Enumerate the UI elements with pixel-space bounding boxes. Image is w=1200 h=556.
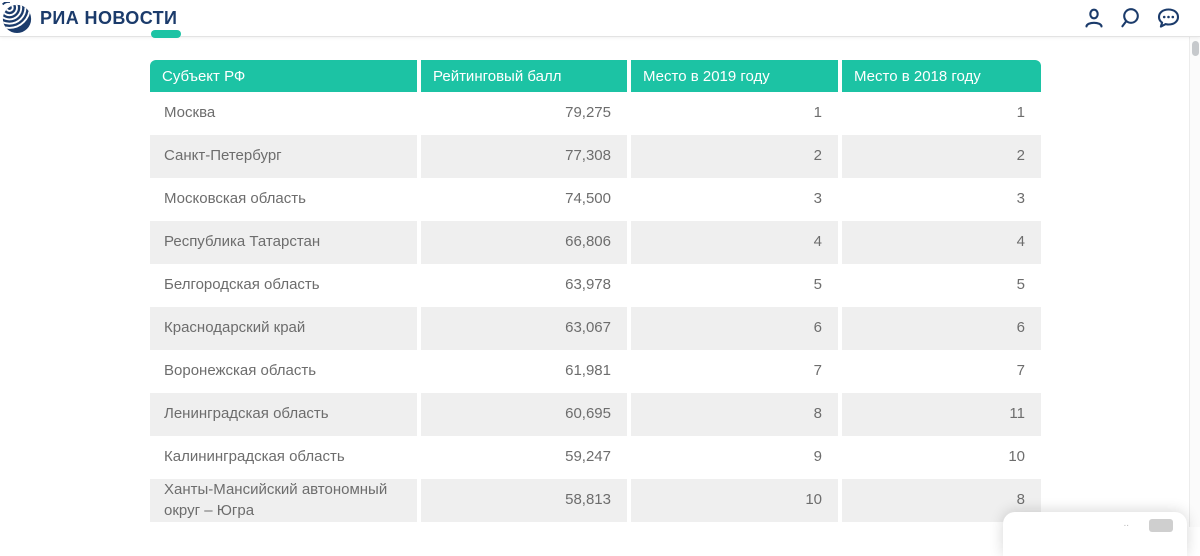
- cell-place-2018: 3: [842, 178, 1041, 221]
- column-header-region: Субъект РФ: [150, 60, 417, 92]
- cell-place-2019: 1: [631, 92, 838, 135]
- cell-region: Воронежская область: [150, 350, 417, 393]
- cell-place-2019: 5: [631, 264, 838, 307]
- comments-icon[interactable]: [1156, 6, 1181, 30]
- cell-place-2018: 5: [842, 264, 1041, 307]
- cell-region: Москва: [150, 92, 417, 135]
- cell-score: 74,500: [421, 178, 627, 221]
- brand-name: РИА НОВОСТИ: [40, 7, 178, 28]
- cell-region: Белгородская область: [150, 264, 417, 307]
- table-row: Воронежская область 61,981 7 7: [150, 350, 1041, 393]
- cell-place-2019: 6: [631, 307, 838, 350]
- table-row: Москва 79,275 1 1: [150, 92, 1041, 135]
- table-row: Республика Татарстан 66,806 4 4: [150, 221, 1041, 264]
- table-row: Краснодарский край 63,067 6 6: [150, 307, 1041, 350]
- cell-region: Санкт-Петербург: [150, 135, 417, 178]
- page-scrollbar[interactable]: [1189, 37, 1200, 527]
- table-row: Калининградская область 59,247 9 10: [150, 436, 1041, 479]
- cell-place-2019: 9: [631, 436, 838, 479]
- cell-place-2019: 10: [631, 479, 838, 522]
- table-row: Санкт-Петербург 77,308 2 2: [150, 135, 1041, 178]
- column-header-score: Рейтинговый балл: [421, 60, 627, 92]
- active-tab-indicator: [151, 30, 181, 38]
- cell-place-2018: 6: [842, 307, 1041, 350]
- cell-score: 63,978: [421, 264, 627, 307]
- cell-place-2018: 11: [842, 393, 1041, 436]
- cell-place-2019: 7: [631, 350, 838, 393]
- cell-region: Республика Татарстан: [150, 221, 417, 264]
- cell-region: Ленинградская область: [150, 393, 417, 436]
- cell-score: 63,067: [421, 307, 627, 350]
- cell-place-2019: 8: [631, 393, 838, 436]
- table-body: Москва 79,275 1 1 Санкт-Петербург 77,308…: [150, 92, 1041, 522]
- cell-score: 79,275: [421, 92, 627, 135]
- toast-action-button[interactable]: [1149, 519, 1173, 532]
- search-icon[interactable]: [1119, 6, 1143, 30]
- table-header-row: Субъект РФ Рейтинговый балл Место в 2019…: [150, 60, 1041, 92]
- cell-region: Ханты-Мансийский автономный округ – Югра: [150, 479, 417, 522]
- cell-place-2019: 2: [631, 135, 838, 178]
- notification-toast: ..: [1003, 512, 1187, 556]
- scrollbar-thumb[interactable]: [1192, 41, 1199, 56]
- cell-place-2018: 1: [842, 92, 1041, 135]
- cell-place-2018: 10: [842, 436, 1041, 479]
- cell-score: 58,813: [421, 479, 627, 522]
- cell-region: Краснодарский край: [150, 307, 417, 350]
- cell-region: Калининградская область: [150, 436, 417, 479]
- ria-globe-icon: [1, 2, 32, 34]
- column-header-place-2019: Место в 2019 году: [631, 60, 838, 92]
- column-header-place-2018: Место в 2018 году: [842, 60, 1041, 92]
- cell-place-2019: 4: [631, 221, 838, 264]
- cell-region: Московская область: [150, 178, 417, 221]
- cell-place-2018: 2: [842, 135, 1041, 178]
- table-row: Московская область 74,500 3 3: [150, 178, 1041, 221]
- cell-score: 77,308: [421, 135, 627, 178]
- cell-score: 59,247: [421, 436, 627, 479]
- table-row: Ленинградская область 60,695 8 11: [150, 393, 1041, 436]
- table-row: Ханты-Мансийский автономный округ – Югра…: [150, 479, 1041, 522]
- cell-place-2018: 7: [842, 350, 1041, 393]
- cell-place-2019: 3: [631, 178, 838, 221]
- table-row: Белгородская область 63,978 5 5: [150, 264, 1041, 307]
- rating-table: Субъект РФ Рейтинговый балл Место в 2019…: [150, 60, 1041, 522]
- cell-place-2018: 4: [842, 221, 1041, 264]
- toast-text-fragment: ..: [1123, 518, 1129, 529]
- topbar-icon-group: [1082, 6, 1181, 30]
- cell-score: 66,806: [421, 221, 627, 264]
- cell-score: 60,695: [421, 393, 627, 436]
- brand-logo[interactable]: РИА НОВОСТИ: [1, 2, 177, 34]
- profile-icon[interactable]: [1082, 6, 1106, 30]
- cell-score: 61,981: [421, 350, 627, 393]
- top-navigation-bar: РИА НОВОСТИ: [0, 0, 1200, 37]
